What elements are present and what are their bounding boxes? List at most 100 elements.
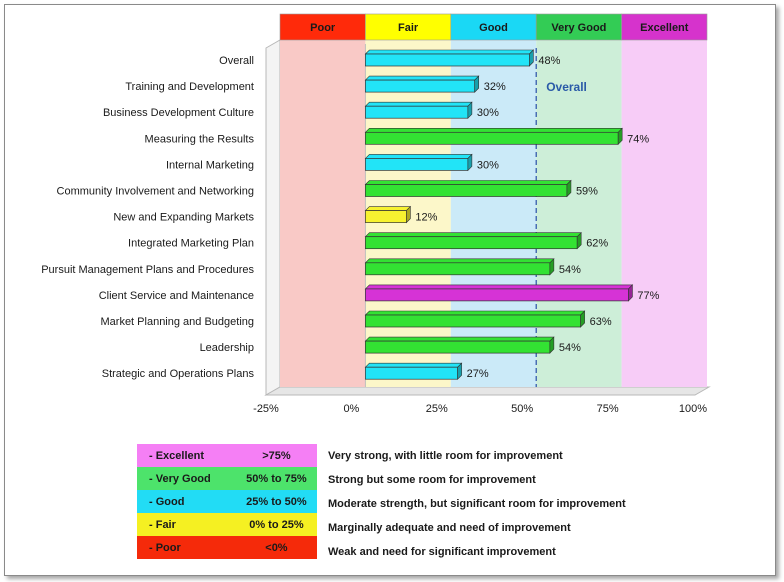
legend-label-fair: - Fair xyxy=(137,513,236,536)
category-label: Client Service and Maintenance xyxy=(99,290,254,302)
bar-top xyxy=(364,49,535,55)
legend-range-fair: 0% to 25% xyxy=(235,513,317,536)
band-very-good xyxy=(536,40,622,387)
bar-end xyxy=(549,258,555,276)
bar-value-label: 62% xyxy=(586,238,608,250)
category-label: New and Expanding Markets xyxy=(113,212,254,224)
bar xyxy=(365,79,476,93)
bar xyxy=(365,131,619,145)
band-header-label-poor: Poor xyxy=(310,22,336,34)
bar xyxy=(365,236,578,250)
legend-row-excellent: - Excellent >75% xyxy=(137,444,317,467)
bar-top xyxy=(364,154,473,159)
legend-range-poor: <0% xyxy=(235,536,317,559)
legend-label-poor: - Poor xyxy=(137,536,236,559)
bar-end xyxy=(474,75,480,93)
legend-description-poor: Weak and need for significant improvemen… xyxy=(328,546,556,558)
band-poor xyxy=(280,40,366,387)
legend-description-good: Moderate strength, but significant room … xyxy=(328,498,626,510)
category-label: Community Involvement and Networking xyxy=(57,186,254,198)
bar-value-label: 74% xyxy=(627,133,649,145)
category-label: Market Planning and Budgeting xyxy=(101,316,255,328)
x-tick-label: 50% xyxy=(511,403,533,415)
bar xyxy=(365,105,469,119)
bar xyxy=(365,262,551,276)
bar-end xyxy=(457,362,462,380)
bar-end xyxy=(566,179,572,198)
plot-side-wall xyxy=(265,39,281,396)
bar xyxy=(365,210,407,223)
bar xyxy=(365,288,629,302)
x-tick-label: 25% xyxy=(426,403,448,415)
reference-line-label: Overall xyxy=(546,80,587,94)
legend-row-fair: - Fair 0% to 25% xyxy=(137,513,317,536)
band-header-good xyxy=(450,13,537,41)
bar-end xyxy=(617,127,623,146)
legend-description-fair: Marginally adequate and need of improvem… xyxy=(328,522,571,534)
bar xyxy=(365,53,530,67)
bar-value-label: 27% xyxy=(467,368,489,380)
bar-value-label: 30% xyxy=(477,107,499,119)
bar-top xyxy=(364,258,555,264)
x-tick-label: 0% xyxy=(343,403,359,415)
band-header-label-fair: Fair xyxy=(398,22,419,34)
legend-label-good: - Good xyxy=(137,490,236,513)
band-excellent xyxy=(621,40,707,387)
band-header-excellent xyxy=(621,13,708,41)
bar xyxy=(365,314,581,328)
band-header-label-very-good: Very Good xyxy=(551,22,606,34)
legend-label-excellent: - Excellent xyxy=(137,444,236,467)
bar-top xyxy=(364,310,586,316)
bar-end xyxy=(576,231,582,250)
band-header-poor xyxy=(279,13,366,41)
bar-top xyxy=(364,232,582,237)
legend-row-good: - Good 25% to 50% xyxy=(137,490,317,513)
bar-end xyxy=(580,310,585,328)
category-label: Pursuit Management Plans and Procedures xyxy=(41,264,254,276)
bar-top xyxy=(364,75,480,81)
category-label: Integrated Marketing Plan xyxy=(128,238,254,250)
bar-end xyxy=(529,49,534,67)
category-label: Overall xyxy=(219,55,254,67)
band-header-label-excellent: Excellent xyxy=(640,22,689,34)
category-label: Leadership xyxy=(200,342,254,354)
legend-range-excellent: >75% xyxy=(235,444,317,467)
band-header-fair xyxy=(365,13,452,41)
bar-top xyxy=(364,206,412,211)
bar-value-label: 54% xyxy=(559,342,581,354)
category-label: Measuring the Results xyxy=(145,133,255,145)
bar-value-label: 54% xyxy=(559,264,581,276)
x-tick-label: 75% xyxy=(597,403,619,415)
band-good xyxy=(450,40,537,387)
legend-label-very-good: - Very Good xyxy=(137,467,236,490)
legend-description-very-good: Strong but some room for improvement xyxy=(328,474,536,486)
x-tick-label: 100% xyxy=(679,403,707,415)
legend-row-poor: - Poor <0% xyxy=(137,536,317,559)
bar-end xyxy=(467,101,473,119)
bar-value-label: 32% xyxy=(484,81,506,93)
bar-value-label: 77% xyxy=(637,290,659,302)
bar-end xyxy=(549,336,555,354)
bar xyxy=(365,184,568,197)
bar-end xyxy=(406,205,411,224)
bar-top xyxy=(364,284,634,290)
bar xyxy=(365,366,458,380)
band-header-label-good: Good xyxy=(479,22,508,34)
bar-value-label: 12% xyxy=(415,212,437,224)
bar xyxy=(365,340,551,354)
legend-descriptions: Very strong, with little room for improv… xyxy=(328,444,626,564)
legend-description-excellent: Very strong, with little room for improv… xyxy=(328,450,563,462)
bar-top xyxy=(364,180,572,185)
category-label: Business Development Culture xyxy=(103,107,254,119)
bar-end xyxy=(467,153,473,172)
legend-range-good: 25% to 50% xyxy=(235,490,317,513)
bar xyxy=(365,158,469,171)
bar-value-label: 30% xyxy=(477,159,499,171)
bar-value-label: 48% xyxy=(538,55,560,67)
band-header-very-good xyxy=(535,13,622,41)
bar-top xyxy=(364,101,473,107)
bar-top xyxy=(364,128,623,133)
bar-top xyxy=(364,362,463,368)
x-tick-label: -25% xyxy=(253,403,279,415)
plot-floor xyxy=(264,386,711,396)
